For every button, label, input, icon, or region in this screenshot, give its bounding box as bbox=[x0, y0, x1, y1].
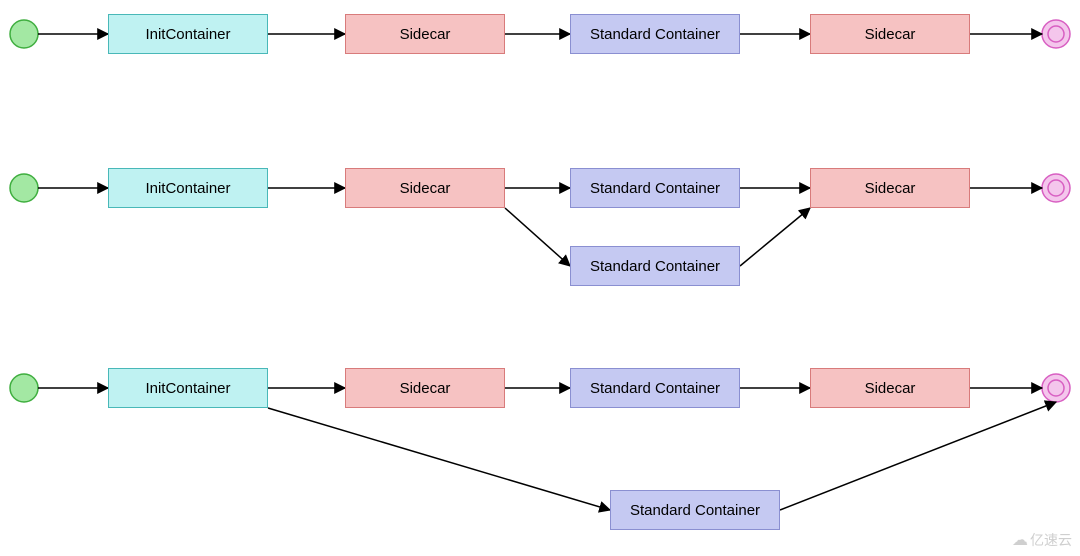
init-box: InitContainer bbox=[108, 168, 268, 208]
init-label: InitContainer bbox=[145, 180, 230, 197]
watermark-logo-icon: ☁ bbox=[1012, 530, 1026, 550]
standard-box: Standard Container bbox=[570, 168, 740, 208]
standard-label: Standard Container bbox=[590, 180, 720, 197]
sidecar-box: Sidecar bbox=[810, 368, 970, 408]
sidecar-label: Sidecar bbox=[400, 26, 451, 43]
sidecar-box: Sidecar bbox=[345, 14, 505, 54]
standard-box: Standard Container bbox=[570, 246, 740, 286]
sidecar-label: Sidecar bbox=[865, 180, 916, 197]
standard-label: Standard Container bbox=[590, 380, 720, 397]
sidecar-label: Sidecar bbox=[400, 180, 451, 197]
standard-box: Standard Container bbox=[610, 490, 780, 530]
standard-box: Standard Container bbox=[570, 14, 740, 54]
flowchart-canvas bbox=[0, 0, 1080, 556]
init-label: InitContainer bbox=[145, 26, 230, 43]
standard-box: Standard Container bbox=[570, 368, 740, 408]
sidecar-box: Sidecar bbox=[345, 368, 505, 408]
sidecar-box: Sidecar bbox=[810, 168, 970, 208]
standard-label: Standard Container bbox=[590, 258, 720, 275]
sidecar-label: Sidecar bbox=[865, 380, 916, 397]
standard-label: Standard Container bbox=[630, 502, 760, 519]
sidecar-label: Sidecar bbox=[400, 380, 451, 397]
sidecar-label: Sidecar bbox=[865, 26, 916, 43]
watermark-text: 亿速云 bbox=[1030, 530, 1072, 550]
init-label: InitContainer bbox=[145, 380, 230, 397]
sidecar-box: Sidecar bbox=[345, 168, 505, 208]
sidecar-box: Sidecar bbox=[810, 14, 970, 54]
init-box: InitContainer bbox=[108, 368, 268, 408]
watermark: ☁ 亿速云 bbox=[1012, 530, 1072, 550]
standard-label: Standard Container bbox=[590, 26, 720, 43]
init-box: InitContainer bbox=[108, 14, 268, 54]
